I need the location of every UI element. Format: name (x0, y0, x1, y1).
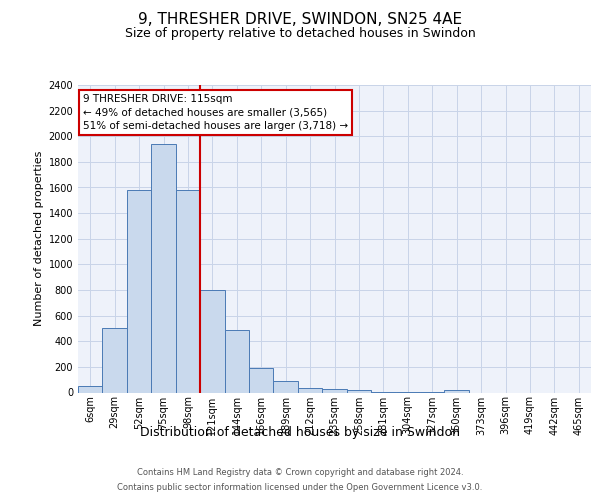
Bar (151, 144, 176, 392)
Bar (127, 190, 151, 392)
Bar (224, 330, 249, 392)
Text: Size of property relative to detached houses in Swindon: Size of property relative to detached ho… (125, 28, 475, 40)
Text: Distribution of detached houses by size in Swindon: Distribution of detached houses by size … (140, 426, 460, 439)
Bar (322, 388, 347, 392)
Text: 9, THRESHER DRIVE, SWINDON, SN25 4AE: 9, THRESHER DRIVE, SWINDON, SN25 4AE (138, 12, 462, 28)
Bar (249, 368, 274, 392)
Bar (200, 290, 224, 392)
Text: 9 THRESHER DRIVE: 115sqm
← 49% of detached houses are smaller (3,565)
51% of sem: 9 THRESHER DRIVE: 115sqm ← 49% of detach… (83, 94, 348, 130)
Text: Contains HM Land Registry data © Crown copyright and database right 2024.: Contains HM Land Registry data © Crown c… (137, 468, 463, 477)
Text: Contains public sector information licensed under the Open Government Licence v3: Contains public sector information licen… (118, 483, 482, 492)
Bar (274, 381, 298, 392)
Y-axis label: Number of detached properties: Number of detached properties (34, 151, 44, 326)
Bar (298, 388, 322, 392)
Bar (78, 386, 103, 392)
Bar (347, 390, 371, 392)
Bar (176, 190, 200, 392)
Bar (103, 328, 127, 392)
Bar (445, 390, 469, 392)
